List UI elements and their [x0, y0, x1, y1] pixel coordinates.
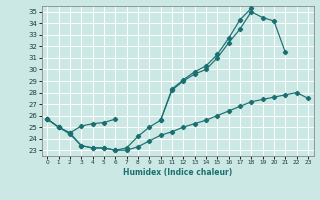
X-axis label: Humidex (Indice chaleur): Humidex (Indice chaleur): [123, 168, 232, 177]
